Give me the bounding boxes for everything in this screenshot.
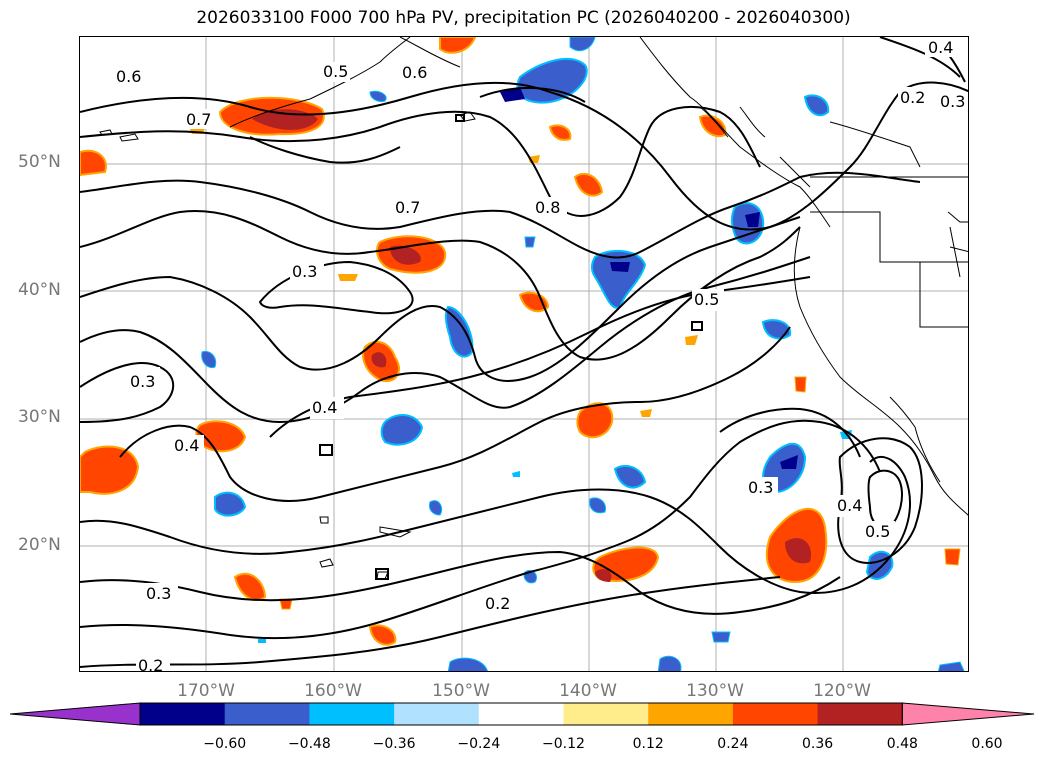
contour-label: 0.2	[900, 88, 925, 107]
lon-label-140w: 140°W	[559, 681, 617, 701]
contour-labels: 0.6 0.7 0.5 0.6 0.4 0.2 0.3 0.7 0.8 0.3 …	[110, 37, 968, 672]
precip-negative	[201, 37, 965, 671]
colorbar-segment	[224, 703, 310, 725]
contour-label: 0.2	[485, 594, 510, 613]
lat-label-20n: 20°N	[18, 535, 61, 555]
contour-label: 0.3	[130, 372, 155, 391]
colorbar-tick-label: −0.60	[203, 736, 247, 752]
lat-label-50n: 50°N	[18, 152, 61, 172]
colorbar-tick-label: 0.24	[717, 736, 749, 752]
contour-label: 0.4	[837, 496, 862, 515]
lon-label-150w: 150°W	[432, 681, 490, 701]
pv-contours	[80, 37, 968, 668]
contour-label: 0.5	[323, 62, 348, 81]
colorbar-tick-label: 0.60	[971, 736, 1003, 752]
lon-label-120w: 120°W	[813, 681, 871, 701]
colorbar-tick-label: −0.36	[372, 736, 416, 752]
colorbar	[10, 702, 1035, 726]
colorbar-tick-label: −0.48	[287, 736, 331, 752]
colorbar-segment	[563, 703, 649, 725]
contour-label: 0.6	[402, 63, 427, 82]
contour-label: 0.5	[694, 290, 719, 309]
map-title: 2026033100 F000 700 hPa PV, precipitatio…	[196, 8, 851, 28]
colorbar-extend-low	[10, 702, 141, 726]
map-panel: 0.6 0.7 0.5 0.6 0.4 0.2 0.3 0.7 0.8 0.3 …	[79, 36, 969, 672]
lat-label-40n: 40°N	[18, 280, 61, 300]
colorbar-segment	[140, 703, 226, 725]
contour-label: 0.3	[292, 262, 317, 281]
map-svg: 0.6 0.7 0.5 0.6 0.4 0.2 0.3 0.7 0.8 0.3 …	[80, 37, 968, 672]
colorbar-segment	[648, 703, 734, 725]
colorbar-segment	[478, 703, 564, 725]
contour-label: 0.3	[748, 478, 773, 497]
contour-label: 0.7	[395, 198, 420, 217]
contour-label: 0.8	[535, 198, 560, 217]
colorbar-segment	[817, 703, 903, 725]
colorbar-tick-label: 0.12	[632, 736, 664, 752]
contour-label: 0.2	[138, 656, 163, 672]
lon-label-160w: 160°W	[304, 681, 362, 701]
contour-label: 0.3	[940, 92, 965, 111]
contour-label: 0.7	[186, 110, 211, 129]
lat-label-30n: 30°N	[18, 407, 61, 427]
colorbar-outline	[139, 702, 903, 726]
colorbar-extend-high	[901, 702, 1035, 726]
colorbar-segment	[732, 703, 819, 725]
lon-label-130w: 130°W	[686, 681, 744, 701]
contour-label: 0.4	[312, 398, 337, 417]
colorbar-tick-label: 0.48	[886, 736, 918, 752]
contour-label: 0.4	[174, 436, 199, 455]
colorbar-tick-label: 0.36	[802, 736, 834, 752]
coastlines	[99, 37, 968, 580]
lon-label-170w: 170°W	[177, 681, 235, 701]
contour-label: 0.6	[116, 67, 141, 86]
colorbar-tick-label: −0.12	[542, 736, 585, 752]
colorbar-segment	[309, 703, 395, 725]
colorbar-tick-label: −0.24	[457, 736, 501, 752]
contour-label: 0.3	[146, 584, 171, 603]
colorbar-segments	[10, 702, 1035, 726]
contour-label: 0.5	[865, 522, 890, 541]
colorbar-segment	[394, 703, 480, 725]
contour-label: 0.4	[928, 38, 953, 57]
